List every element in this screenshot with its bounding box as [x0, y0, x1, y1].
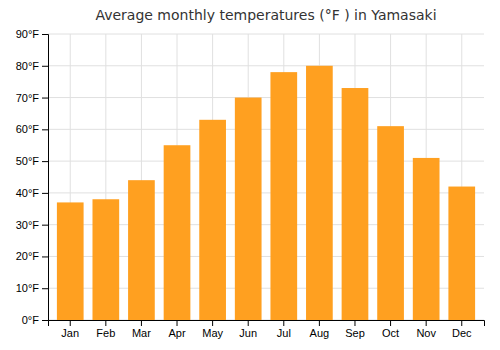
x-tick: Jan: [61, 320, 79, 339]
x-tick-label: Apr: [168, 327, 185, 339]
x-tick-mark: [212, 320, 213, 326]
y-tick: 40°F: [16, 187, 48, 199]
bar: [128, 180, 155, 320]
x-tick-label: Dec: [452, 327, 472, 339]
y-tick-mark: [42, 225, 48, 226]
title: Average monthly temperatures (°F ) in Ya…: [95, 7, 436, 23]
x-tick-mark: [390, 320, 391, 326]
y-axis: 0°F 10°F 20°F 30°F 40°F 50°F 60°F 70°F 80°F 90°F: [16, 28, 49, 326]
y-tick: 20°F: [16, 250, 48, 262]
x-tick-label: Aug: [310, 327, 330, 339]
plot-area: Jan Feb Mar Apr May Jun Jul Aug Sep Oct Nov Dec 0°F 1…: [16, 28, 485, 339]
y-tick-mark: [42, 161, 48, 162]
y-tick: 30°F: [16, 219, 48, 231]
y-tick-label: 40°F: [16, 187, 40, 199]
x-tick-label: Jan: [61, 327, 79, 339]
y-grid-line: [48, 65, 484, 66]
x-axis: Jan Feb Mar Apr May Jun Jul Aug Sep Oct Nov Dec: [49, 320, 485, 339]
y-tick: 50°F: [16, 155, 48, 167]
x-tick: Jun: [239, 320, 257, 339]
y-axis-line: [42, 35, 49, 321]
bar: [57, 202, 84, 320]
y-tick: 70°F: [16, 92, 48, 104]
grid: [48, 34, 484, 320]
y-tick-mark: [42, 129, 48, 130]
y-tick-label: 70°F: [16, 92, 40, 104]
x-tick: Sep: [345, 320, 365, 339]
y-tick-mark: [42, 288, 48, 289]
y-tick-mark: [42, 66, 48, 67]
chart: Jan Feb Mar Apr May Jun Jul Aug Sep Oct Nov Dec 0°F 1…: [0, 0, 500, 350]
x-tick: Oct: [382, 320, 399, 339]
y-tick-label: 60°F: [16, 123, 40, 135]
bar: [270, 72, 297, 320]
y-tick: 90°F: [16, 28, 48, 40]
x-tick-label: May: [202, 327, 223, 339]
x-tick: Dec: [452, 320, 472, 339]
y-grid-line: [48, 129, 484, 130]
x-tick-mark: [177, 320, 178, 326]
bar: [164, 145, 191, 320]
x-tick-mark: [248, 320, 249, 326]
y-tick-mark: [42, 320, 48, 321]
y-tick-label: 90°F: [16, 28, 40, 40]
y-tick-mark: [42, 256, 48, 257]
x-tick: Aug: [310, 320, 330, 339]
bar: [92, 199, 119, 320]
x-tick-mark: [141, 320, 142, 326]
x-tick-mark: [426, 320, 427, 326]
y-grid-line: [48, 34, 484, 35]
x-tick-label: Jun: [239, 327, 257, 339]
y-tick-label: 10°F: [16, 282, 40, 294]
x-tick-mark: [70, 320, 71, 326]
bar: [235, 98, 262, 320]
x-tick: Mar: [132, 320, 151, 339]
y-tick-mark: [42, 98, 48, 99]
y-tick-label: 20°F: [16, 250, 40, 262]
x-tick: Feb: [96, 320, 115, 339]
y-tick-mark: [42, 193, 48, 194]
y-tick-label: 0°F: [22, 314, 40, 326]
x-tick-label: Feb: [96, 327, 115, 339]
x-tick: May: [202, 320, 223, 339]
bar: [377, 126, 404, 320]
x-tick-mark: [319, 320, 320, 326]
bars: [57, 66, 475, 320]
x-tick-label: Mar: [132, 327, 151, 339]
y-tick: 0°F: [22, 314, 48, 326]
x-tick-mark: [461, 320, 462, 326]
bar: [306, 66, 333, 320]
y-tick: 10°F: [16, 282, 48, 294]
x-tick: Apr: [168, 320, 185, 339]
x-tick-label: Sep: [345, 327, 365, 339]
y-tick-label: 30°F: [16, 219, 40, 231]
bar: [199, 120, 226, 320]
x-tick-label: Oct: [382, 327, 399, 339]
bar: [448, 187, 475, 320]
y-tick-label: 50°F: [16, 155, 40, 167]
bar: [413, 158, 440, 320]
y-tick-label: 80°F: [16, 60, 40, 72]
x-tick-mark: [354, 320, 355, 326]
x-tick-label: Jul: [277, 327, 291, 339]
x-tick: Jul: [277, 320, 291, 339]
bar: [342, 88, 369, 320]
x-axis-line: [49, 321, 485, 327]
x-tick-mark: [283, 320, 284, 326]
y-tick: 60°F: [16, 123, 48, 135]
x-tick-mark: [105, 320, 106, 326]
x-tick: Nov: [416, 320, 436, 339]
y-grid-line: [48, 97, 484, 98]
x-tick-label: Nov: [416, 327, 436, 339]
y-tick: 80°F: [16, 60, 48, 72]
y-tick-mark: [42, 34, 48, 35]
